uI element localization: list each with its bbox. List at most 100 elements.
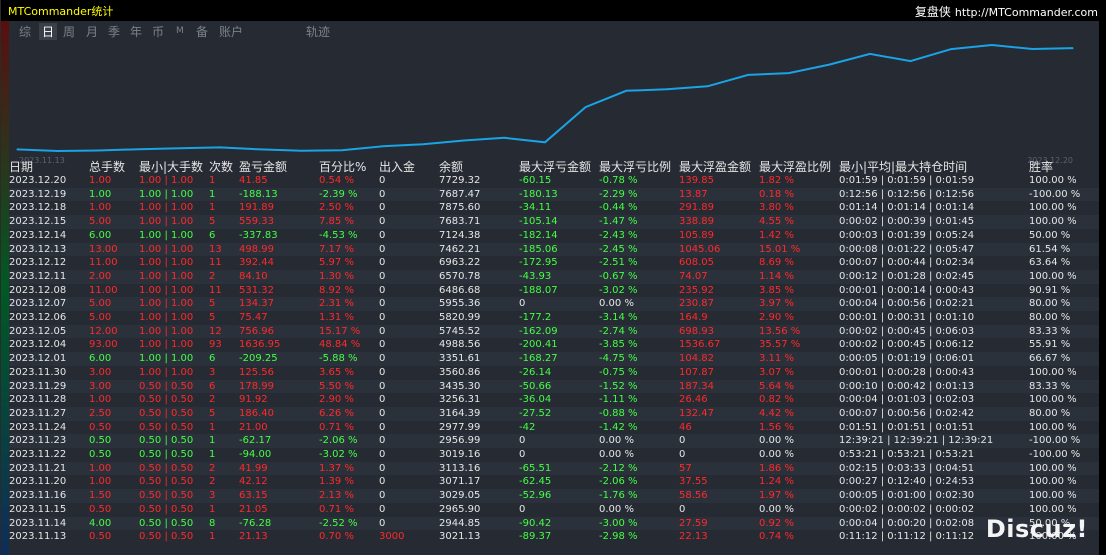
table-cell: 0:00:03 | 0:01:39 | 0:05:24 — [839, 229, 975, 241]
equity-point — [666, 88, 668, 90]
table-cell: 6 — [209, 380, 216, 392]
table-row[interactable]: 2023.11.15 0.50 0.50 | 0.50 1 21.05 0.71 % 0 29… — [9, 503, 1099, 517]
column-header[interactable]: 最大浮亏金额 — [519, 160, 592, 174]
table-cell: 80.00 % — [1029, 298, 1071, 310]
table-cell: 83.33 % — [1029, 380, 1071, 392]
table-row[interactable]: 2023.12.15 5.00 1.00 | 1.00 5 559.33 7.85 % 0 7… — [9, 215, 1099, 229]
table-cell: 2 — [209, 394, 216, 406]
tab-summary[interactable]: 综 — [19, 25, 32, 39]
column-header[interactable]: 胜率 — [1029, 160, 1054, 174]
tab-track[interactable]: 轨迹 — [306, 25, 331, 39]
table-cell: -2.43 % — [599, 229, 638, 241]
table-row[interactable]: 2023.11.20 1.00 0.50 | 0.50 2 42.12 1.39 % 0 30… — [9, 475, 1099, 489]
table-cell: 0 — [379, 339, 386, 351]
table-row[interactable]: 2023.12.08 11.00 1.00 | 1.00 11 531.32 8.92 %… — [9, 284, 1099, 298]
table-cell: -2.52 % — [319, 517, 358, 529]
table-cell: 5.64 % — [759, 380, 794, 392]
table-row[interactable]: 2023.12.20 1.00 1.00 | 1.00 1 41.85 0.54 % 0 77… — [9, 174, 1099, 188]
table-cell: 0.00 % — [599, 298, 634, 310]
column-header[interactable]: 最大浮盈金额 — [679, 160, 752, 174]
table-row[interactable]: 2023.12.12 11.00 1.00 | 1.00 11 392.44 5.97 %… — [9, 256, 1099, 270]
table-row[interactable]: 2023.12.06 5.00 1.00 | 1.00 5 75.47 1.31 % 0 58… — [9, 311, 1099, 325]
table-cell: 0.50 | 0.50 — [139, 517, 194, 529]
table-cell: 291.89 — [679, 202, 714, 214]
table-row[interactable]: 2023.12.18 1.00 1.00 | 1.00 1 191.89 2.50 % 0 7… — [9, 201, 1099, 215]
tab-monthly[interactable]: 月 — [86, 25, 99, 39]
column-header[interactable]: 出入金 — [379, 160, 416, 174]
tab-weekly[interactable]: 周 — [63, 25, 76, 39]
equity-point — [909, 60, 912, 62]
table-cell: -94.00 — [239, 449, 272, 460]
table-cell: 1.00 | 1.00 — [139, 243, 194, 255]
table-cell: 0:01:14 | 0:01:14 | 0:01:14 — [839, 202, 975, 214]
column-header[interactable]: 盈亏金额 — [239, 160, 288, 174]
column-header[interactable]: 次数 — [209, 160, 234, 174]
table-row[interactable]: 2023.11.28 1.00 0.50 | 0.50 2 91.92 2.90 % 0 32… — [9, 393, 1099, 407]
column-header[interactable]: 最小|大手数 — [139, 160, 204, 174]
table-row[interactable]: 2023.11.22 0.50 0.50 | 0.50 1 -94.00 -3.02 % 0… — [9, 448, 1099, 462]
site-url[interactable]: http://MTCommander.com — [954, 6, 1098, 19]
table-row[interactable]: 2023.11.30 3.00 1.00 | 1.00 3 125.56 3.65 % 0 3… — [9, 366, 1099, 380]
table-row[interactable]: 2023.12.11 2.00 1.00 | 1.00 2 84.10 1.30 % 0 65… — [9, 269, 1099, 284]
main-panel: 综 日 周 月 季 年 币 M 备 账户 轨迹 2023.11.13 2023.… — [9, 21, 1099, 555]
table-row[interactable]: 2023.12.07 5.00 1.00 | 1.00 5 134.37 2.31 % 0 5… — [9, 297, 1099, 311]
table-cell: 0 — [379, 380, 386, 392]
table-cell: 1.00 — [89, 202, 112, 214]
table-row[interactable]: 2023.11.14 4.00 0.50 | 0.50 8 -76.28 -2.52 % 0… — [9, 516, 1099, 531]
table-cell: 2023.12.20 — [9, 175, 67, 186]
tab-quarterly[interactable]: 季 — [108, 25, 121, 39]
table-cell: 0 — [519, 435, 526, 447]
table-row[interactable]: 2023.11.29 3.00 0.50 | 0.50 6 178.99 5.50 % 0 3… — [9, 379, 1099, 394]
table-cell: 3019.16 — [439, 449, 481, 460]
column-header[interactable]: 余额 — [439, 160, 464, 174]
site-link[interactable]: 复盘侠 http://MTCommander.com — [915, 3, 1098, 20]
column-header[interactable]: 百分比% — [319, 160, 367, 174]
table-cell: 2.31 % — [319, 298, 354, 310]
table-cell: 0.71 % — [319, 503, 354, 515]
table-cell: 1.37 % — [319, 462, 354, 474]
table-cell: 0:00:02 | 0:00:02 | 0:00:02 — [839, 503, 975, 515]
table-cell: 0.54 % — [319, 175, 354, 186]
table-row[interactable]: 2023.11.13 0.50 0.50 | 0.50 1 21.13 0.70 % 300… — [9, 530, 1099, 544]
table-cell: 11 — [209, 284, 222, 296]
title-bar: MTCommander统计 复盘侠 http://MTCommander.com — [1, 0, 1106, 20]
table-cell: 105.89 — [679, 229, 714, 241]
table-row[interactable]: 2023.11.16 1.50 0.50 | 0.50 3 63.15 2.13 % 0 30… — [9, 489, 1099, 503]
table-cell: 0:12:56 | 0:12:56 | 0:12:56 — [839, 188, 975, 200]
table-cell: 2023.12.06 — [9, 312, 67, 323]
column-header[interactable]: 日期 — [9, 160, 34, 174]
table-row[interactable]: 2023.12.01 6.00 1.00 | 1.00 6 -209.25 -5.88 %… — [9, 352, 1099, 366]
table-cell: 0 — [519, 503, 526, 515]
tab-account[interactable]: 账户 — [219, 25, 244, 39]
column-header[interactable]: 最小|平均|最大持仓时间 — [839, 160, 968, 174]
table-row[interactable]: 2023.11.27 2.50 0.50 | 0.50 5 186.40 6.26 % 0 3… — [9, 406, 1099, 421]
tab-yearly[interactable]: 年 — [130, 25, 143, 39]
tab-daily[interactable]: 日 — [39, 23, 58, 40]
table-cell: -36.04 — [519, 394, 552, 406]
table-cell: -3.14 % — [599, 312, 638, 323]
table-row[interactable]: 2023.12.19 1.00 1.00 | 1.00 1 -188.13 -2.39 %… — [9, 187, 1099, 202]
tab-notes[interactable]: 备 — [196, 25, 209, 39]
table-row[interactable]: 2023.12.14 6.00 1.00 | 1.00 6 -337.83 -4.53 %… — [9, 229, 1099, 243]
table-cell: 0:53:21 | 0:53:21 | 0:53:21 — [839, 449, 975, 460]
table-row[interactable]: 2023.11.21 1.00 0.50 | 0.50 2 41.99 1.37 % 0 31… — [9, 461, 1099, 476]
table-row[interactable]: 2023.12.05 12.00 1.00 | 1.00 12 756.96 15.17 … — [9, 324, 1099, 339]
table-row[interactable]: 2023.11.23 0.50 0.50 | 0.50 1 -62.17 -2.06 % 0… — [9, 434, 1099, 448]
tab-m[interactable]: M — [176, 26, 184, 36]
table-cell: -172.95 — [519, 257, 558, 269]
tab-currency[interactable]: 币 — [152, 25, 165, 39]
table-row[interactable]: 2023.12.04 93.00 1.00 | 1.00 93 1636.95 48.84… — [9, 338, 1099, 352]
table-cell: 3 — [209, 366, 216, 378]
table-cell: 0.50 — [89, 435, 112, 447]
table-cell: 1 — [209, 531, 216, 543]
table-row[interactable]: 2023.11.24 0.50 0.50 | 0.50 1 21.00 0.71 % 0 29… — [9, 421, 1099, 435]
column-header[interactable]: 最大浮亏比例 — [599, 160, 672, 174]
column-header[interactable]: 总手数 — [89, 160, 126, 174]
table-row[interactable]: 2023.12.13 13.00 1.00 | 1.00 13 498.99 7.17 %… — [9, 242, 1099, 257]
table-cell: 100.00 % — [1029, 421, 1077, 433]
table-cell: 27.59 — [679, 517, 708, 529]
table-cell: 2023.11.14 — [9, 517, 67, 529]
column-header[interactable]: 最大浮盈比例 — [759, 160, 832, 174]
table-cell: -0.88 % — [599, 407, 638, 419]
table-cell: 48.84 % — [319, 339, 361, 351]
